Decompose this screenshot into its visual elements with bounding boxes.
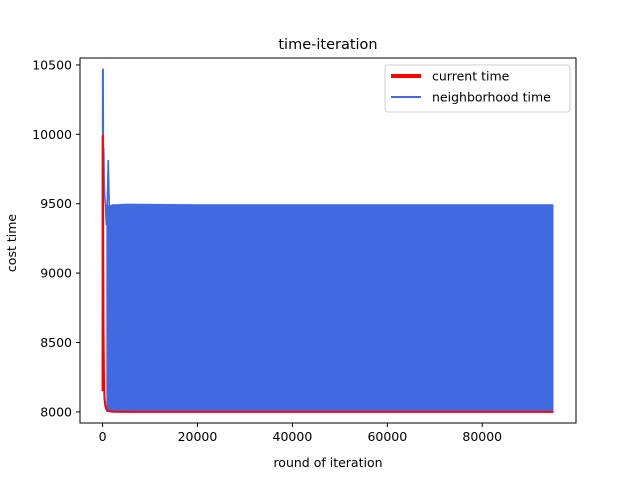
axes-frame <box>79 57 577 424</box>
x-tick-label: 0 <box>99 429 107 444</box>
x-axis-label: round of iteration <box>273 455 382 470</box>
x-tick-label: 60000 <box>367 429 407 444</box>
x-tick-label: 40000 <box>273 429 313 444</box>
y-axis-label: cost time <box>4 214 19 272</box>
y-tick-label: 10000 <box>32 127 72 142</box>
chart-title: time-iteration <box>278 37 377 53</box>
plot-area <box>101 68 554 413</box>
axis-ticks: 0 20000 40000 60000 80000 8000 8500 9000 9500 100… <box>32 57 502 444</box>
legend-box <box>384 64 571 113</box>
x-tick-label: 80000 <box>462 429 502 444</box>
legend-label-current-time: current time <box>432 69 510 84</box>
x-tick-label: 20000 <box>178 429 218 444</box>
legend-label-neighborhood-time: neighborhood time <box>432 90 551 105</box>
y-tick-label: 8500 <box>40 335 72 350</box>
y-tick-label: 9500 <box>40 196 72 211</box>
current-time-line <box>101 134 554 413</box>
legend: current time neighborhood time <box>384 64 571 113</box>
y-tick-label: 10500 <box>32 57 72 72</box>
y-tick-label: 8000 <box>40 404 72 419</box>
y-tick-label: 9000 <box>40 266 72 281</box>
neighborhood-time-band <box>106 205 554 412</box>
